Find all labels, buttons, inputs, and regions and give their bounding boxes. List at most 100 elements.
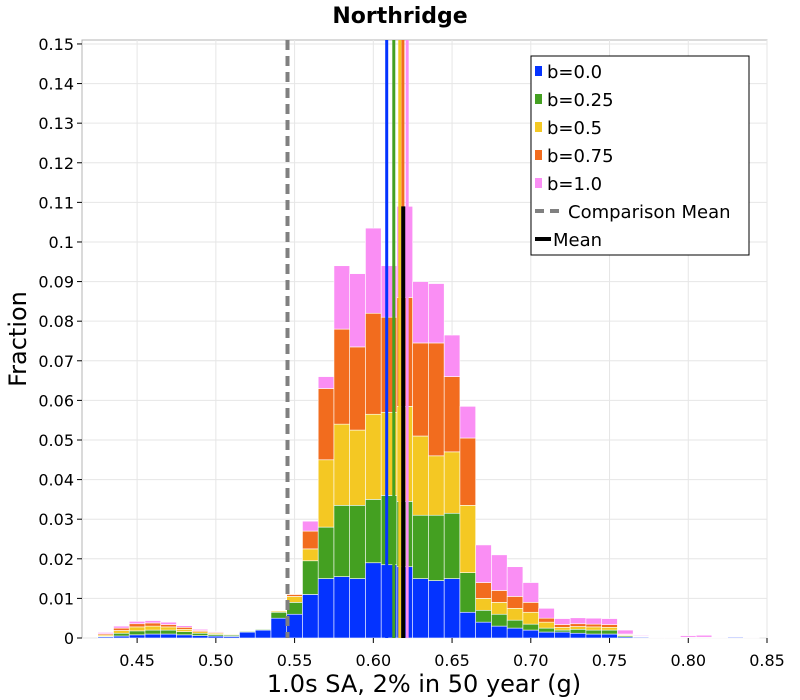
bar-segment-series-4 [680,635,697,638]
bar-segment-series-0 [160,633,177,639]
bar-segment-series-3 [601,624,618,628]
bar-segment-series-4 [632,634,650,637]
bar-segment-series-3 [333,328,351,425]
legend-label: Mean [553,230,602,251]
y-tick-label: 0 [64,629,74,648]
bar-segment-series-4 [443,334,461,377]
bar-segment-series-3 [428,342,445,457]
bar-segment-series-4 [522,582,539,603]
bar-segment-series-2 [176,628,193,632]
bar-segment-series-0 [302,594,319,639]
bar-segment-series-4 [554,618,571,625]
y-tick-label: 0.03 [38,510,74,529]
bar-segment-series-4 [365,227,382,314]
bar-segment-series-2 [365,413,382,500]
bar-segment-series-4 [601,618,618,625]
bar-segment-series-4 [144,620,162,624]
bar-segment-series-0 [128,634,146,639]
bar-segment-series-2 [144,625,162,631]
x-tick-label: 0.85 [749,651,785,670]
legend-swatch [535,150,542,160]
bar-segment-series-4 [207,631,225,633]
bar-segment-series-4 [97,632,114,634]
bar-segment-series-2 [333,423,351,506]
bar-segment-series-1 [270,611,288,619]
chart-title: Northridge [332,4,467,29]
legend-swatch [535,94,542,104]
bar-segment-series-4 [333,265,351,330]
y-tick-label: 0.14 [38,75,74,94]
bar-segment-series-0 [601,633,618,639]
bar-segment-series-4 [349,273,366,348]
bar-segment-series-4 [428,283,445,344]
bar-segment-series-3 [302,530,319,550]
y-tick-label: 0.12 [38,154,74,173]
bar-segment-series-0 [585,633,602,639]
bar-segment-series-1 [475,609,492,623]
x-tick-label: 0.75 [592,651,628,670]
bar-segment-series-4 [538,607,555,619]
x-tick-label: 0.50 [198,651,234,670]
bar-segment-series-0 [333,576,351,639]
bar-segment-series-1 [144,629,162,635]
bar-segment-series-4 [302,520,319,532]
y-axis-ticks: 0 0.01 0.02 0.03 0.04 0.05 0.06 0.07 0.08 0.09 0.1… [38,35,82,648]
x-tick-label: 0.45 [119,651,155,670]
y-tick-label: 0.02 [38,550,74,569]
bar-segment-series-4 [475,544,492,583]
bar-segment-series-2 [128,626,146,632]
bar-segment-series-0 [443,578,461,639]
bar-segment-series-2 [475,598,492,611]
bar-segment-series-0 [554,631,571,639]
bar-segment-series-3 [554,624,571,628]
bar-segment-series-4 [695,634,713,638]
x-tick-label: 0.60 [356,651,392,670]
bar-segment-series-2 [113,630,130,634]
bar-segment-series-2 [349,429,366,506]
bar-segment-series-0 [459,611,476,639]
bar-segment-series-3 [365,312,382,415]
bar-segment-series-3 [506,596,524,609]
bar-segment-series-3 [538,617,555,623]
bar-segment-series-2 [538,621,555,629]
bar-segment-series-4 [459,406,476,439]
bar-segment-series-1 [333,505,351,577]
y-tick-label: 0.06 [38,391,74,410]
bar-segment-series-0 [239,631,256,639]
bar-segment-series-3 [459,437,476,506]
legend-swatch [535,178,542,188]
bar-segment-series-2 [160,626,177,631]
bar-segment-series-3 [491,590,508,603]
y-axis-label: Fraction [4,291,32,387]
bar-segment-series-1 [191,632,209,636]
bar-segment-series-0 [365,562,382,639]
y-tick-label: 0.1 [49,233,74,252]
bar-segment-series-0 [270,617,288,639]
legend-label: b=0.0 [547,62,602,83]
bar-segment-series-4 [585,617,602,625]
legend-swatch [535,122,542,132]
stacked-bars [97,206,760,639]
bar-segment-series-0 [569,632,587,639]
bar-segment-series-3 [349,346,366,431]
bar-segment-series-2 [428,455,445,516]
x-tick-label: 0.55 [277,651,313,670]
bar-segment-series-3 [569,623,587,627]
y-tick-label: 0.09 [38,273,74,292]
bar-segment-series-4 [506,566,524,597]
legend-label: b=0.5 [547,118,602,139]
bar-segment-series-3 [144,622,162,627]
y-tick-label: 0.13 [38,114,74,133]
bar-segment-series-2 [601,627,618,631]
bar-segment-series-3 [475,582,492,599]
bar-segment-series-1 [506,619,524,629]
x-tick-label: 0.70 [513,651,549,670]
bar-segment-series-1 [585,629,602,635]
bar-segment-series-1 [459,572,476,613]
bar-segment-series-3 [128,623,146,628]
bar-segment-series-1 [443,512,461,579]
legend-label: b=0.25 [547,90,614,111]
y-tick-label: 0.08 [38,312,74,331]
bar-segment-series-2 [522,611,539,625]
